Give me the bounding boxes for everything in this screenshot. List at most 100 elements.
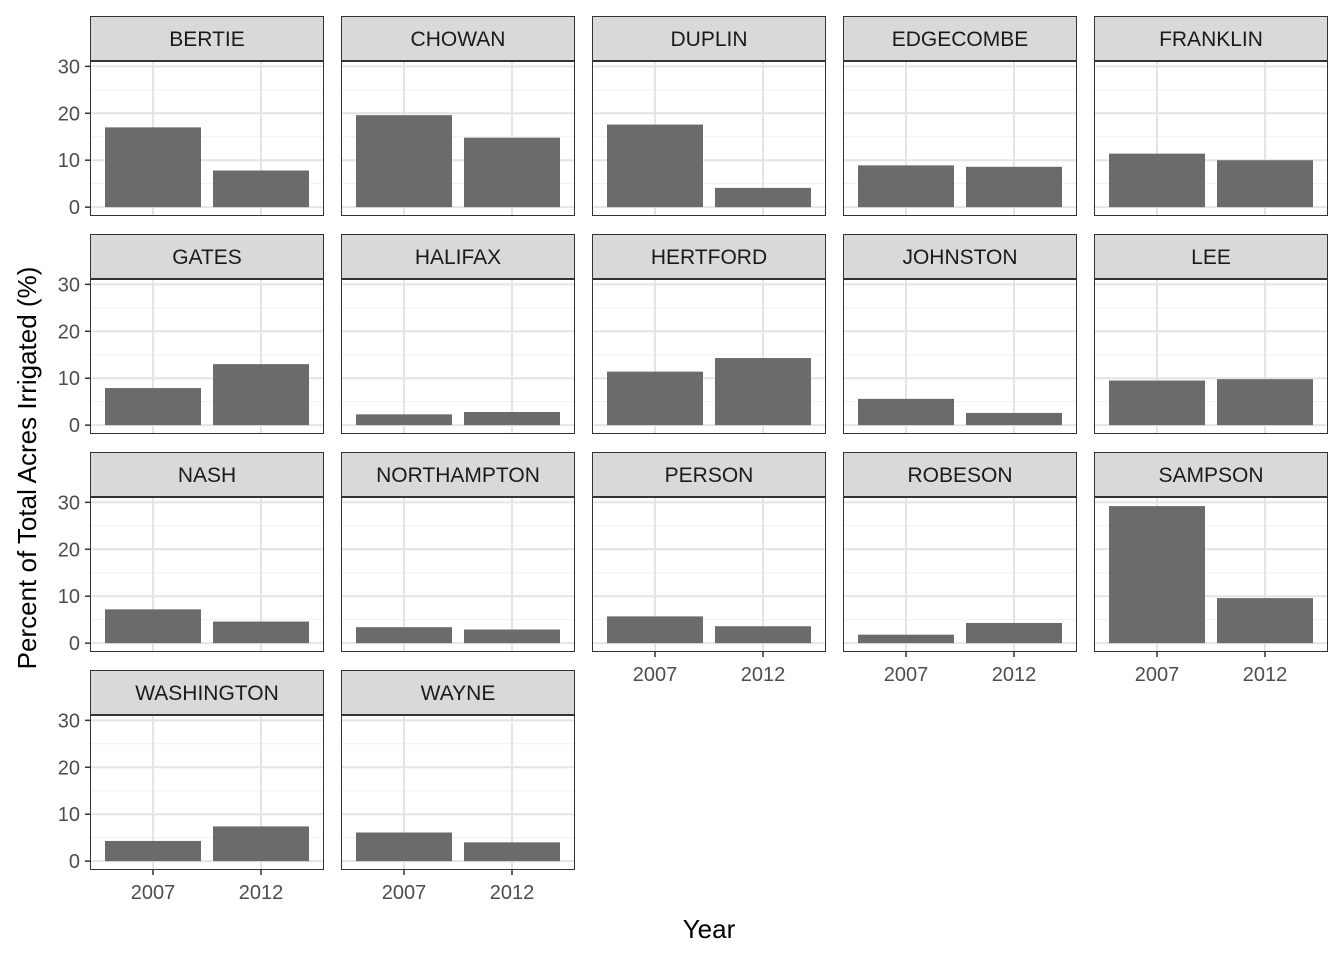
bar-lee-2007 [1109, 380, 1205, 426]
bar-halifax-2007 [356, 414, 452, 426]
bar-lee-2012 [1217, 379, 1313, 426]
bar-sampson-2012 [1217, 598, 1313, 644]
y-tick-label: 20 [58, 321, 80, 343]
bar-robeson-2007 [858, 634, 954, 644]
bar-nash-2007 [105, 609, 201, 644]
x-tick-label: 2007 [1135, 664, 1180, 686]
y-tick-label: 20 [58, 103, 80, 125]
panel-franklin-border [1094, 61, 1328, 216]
y-tick-label: 0 [69, 197, 80, 219]
strip-person [592, 452, 826, 497]
x-tick-label: 2007 [382, 882, 427, 904]
bar-robeson-2012 [966, 622, 1062, 644]
x-tick-label: 2012 [992, 664, 1037, 686]
strip-label-northampton: NORTHAMPTON [376, 464, 540, 487]
x-tick-label: 2007 [884, 664, 929, 686]
strip-washington [90, 670, 324, 715]
panel-halifax-border [341, 279, 575, 434]
panel-lee-border [1094, 279, 1328, 434]
panel-robeson-border [843, 497, 1077, 652]
strip-sampson [1094, 452, 1328, 497]
panel-johnston-border [843, 279, 1077, 434]
bar-bertie-2007 [105, 127, 201, 208]
panel-hertford-border [592, 279, 826, 434]
strip-label-robeson: ROBESON [907, 464, 1012, 487]
strip-edgecombe [843, 16, 1077, 61]
bar-nash-2012 [213, 621, 309, 644]
bar-franklin-2007 [1109, 153, 1205, 208]
panel-duplin-border [592, 61, 826, 216]
bar-chowan-2012 [464, 137, 560, 208]
bar-franklin-2012 [1217, 160, 1313, 208]
bar-halifax-2012 [464, 411, 560, 426]
y-tick-label: 30 [58, 710, 80, 732]
y-tick-label: 10 [58, 586, 80, 608]
y-tick-label: 20 [58, 757, 80, 779]
strip-label-lee: LEE [1191, 246, 1231, 269]
strip-label-sampson: SAMPSON [1158, 464, 1263, 487]
bar-person-2007 [607, 616, 703, 644]
strip-chowan [341, 16, 575, 61]
x-tick-label: 2007 [633, 664, 678, 686]
strip-label-duplin: DUPLIN [670, 28, 747, 51]
x-tick-label: 2012 [490, 882, 535, 904]
bar-gates-2012 [213, 364, 309, 426]
panel-nash-border [90, 497, 324, 652]
bar-edgecombe-2007 [858, 165, 954, 208]
bar-johnston-2007 [858, 398, 954, 426]
strip-robeson [843, 452, 1077, 497]
bar-edgecombe-2012 [966, 166, 1062, 208]
bar-duplin-2007 [607, 124, 703, 208]
strip-halifax [341, 234, 575, 279]
bar-hertford-2007 [607, 371, 703, 426]
strip-label-gates: GATES [172, 246, 242, 269]
panel-person-border [592, 497, 826, 652]
y-tick-label: 0 [69, 633, 80, 655]
panel-wayne-border [341, 715, 575, 870]
bar-johnston-2012 [966, 412, 1062, 426]
strip-label-hertford: HERTFORD [651, 246, 767, 269]
x-axis-title: Year [683, 914, 736, 944]
x-tick-label: 2012 [1243, 664, 1288, 686]
y-tick-label: 10 [58, 804, 80, 826]
bar-sampson-2007 [1109, 506, 1205, 644]
strip-label-washington: WASHINGTON [135, 682, 279, 705]
strip-label-chowan: CHOWAN [411, 28, 506, 51]
y-tick-label: 30 [58, 492, 80, 514]
y-tick-label: 30 [58, 274, 80, 296]
strip-label-person: PERSON [665, 464, 754, 487]
panel-halifax-background [341, 279, 575, 434]
strip-wayne [341, 670, 575, 715]
bar-wayne-2007 [356, 832, 452, 862]
strip-johnston [843, 234, 1077, 279]
strip-label-bertie: BERTIE [169, 28, 244, 51]
strip-gates [90, 234, 324, 279]
panel-northampton-background [341, 497, 575, 652]
strip-duplin [592, 16, 826, 61]
strip-bertie [90, 16, 324, 61]
bar-chowan-2007 [356, 115, 452, 208]
panel-northampton-border [341, 497, 575, 652]
x-tick-label: 2007 [131, 882, 176, 904]
y-tick-label: 0 [69, 851, 80, 873]
panel-edgecombe-border [843, 61, 1077, 216]
bar-hertford-2012 [715, 358, 811, 426]
bar-wayne-2012 [464, 842, 560, 862]
y-tick-label: 10 [58, 150, 80, 172]
y-tick-label: 30 [58, 56, 80, 78]
strip-label-edgecombe: EDGECOMBE [892, 28, 1029, 51]
y-tick-label: 0 [69, 415, 80, 437]
x-tick-label: 2012 [741, 664, 786, 686]
strip-nash [90, 452, 324, 497]
bar-gates-2007 [105, 388, 201, 426]
bar-washington-2007 [105, 840, 201, 862]
bar-northampton-2007 [356, 627, 452, 644]
panel-chowan-border [341, 61, 575, 216]
panel-sampson-border [1094, 497, 1328, 652]
bar-northampton-2012 [464, 629, 560, 644]
strip-label-nash: NASH [178, 464, 236, 487]
bar-person-2012 [715, 626, 811, 644]
y-axis-title: Percent of Total Acres Irrigated (%) [12, 267, 42, 670]
